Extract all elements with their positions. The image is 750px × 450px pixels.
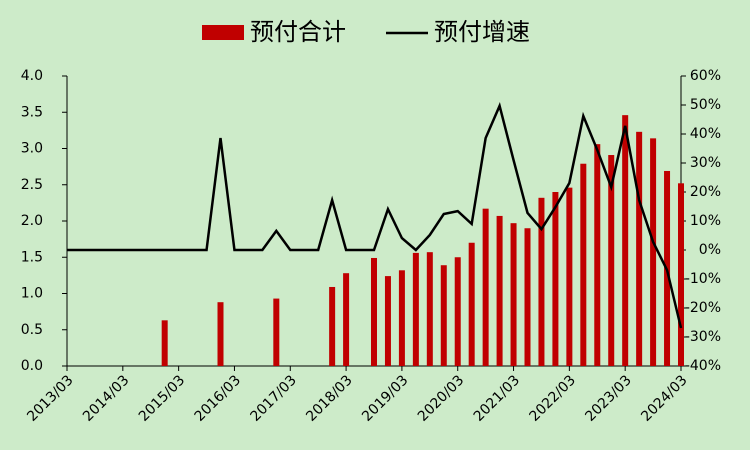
y-tick-label: 1.0 <box>21 286 43 302</box>
bar <box>524 228 531 366</box>
bar <box>217 302 224 366</box>
bar <box>440 265 447 366</box>
bar <box>412 252 419 366</box>
y2-tick-label: 0% <box>699 242 721 258</box>
bar <box>650 138 657 366</box>
y-tick-label: 2.5 <box>21 177 43 193</box>
bar <box>468 242 475 366</box>
bar <box>552 192 559 366</box>
y2-tick-label: 20% <box>690 184 721 200</box>
y2-tick-label: 10% <box>690 213 721 229</box>
bar <box>343 273 350 366</box>
bar <box>426 252 433 366</box>
bar <box>454 257 461 366</box>
y2-tick-label: 50% <box>690 97 721 113</box>
y2-tick-label: 60% <box>690 68 721 84</box>
bar <box>496 215 503 366</box>
legend-label: 预付增速 <box>434 18 530 46</box>
y-tick-label: 0.0 <box>21 358 43 374</box>
bar <box>482 208 489 366</box>
y-tick-label: 3.0 <box>21 141 43 157</box>
y2-tick-label: -20% <box>685 300 721 316</box>
bar <box>678 183 684 366</box>
y2-tick-label: -40% <box>685 358 721 374</box>
y2-tick-label: -10% <box>685 271 721 287</box>
y2-tick-label: -30% <box>685 329 721 345</box>
bar <box>622 115 629 367</box>
line <box>67 102 683 329</box>
legend-swatch <box>202 25 244 40</box>
y-tick-label: 1.5 <box>21 249 43 265</box>
bar <box>384 276 391 366</box>
bar <box>510 223 517 366</box>
bar <box>398 270 405 366</box>
bar <box>580 163 587 366</box>
bar <box>636 131 643 366</box>
y-tick-label: 4.0 <box>21 68 43 84</box>
bar <box>538 197 545 366</box>
bar <box>608 155 615 366</box>
y-tick-label: 0.5 <box>21 322 43 338</box>
bar <box>566 187 573 366</box>
y2-tick-label: 40% <box>690 126 721 142</box>
y-tick-label: 2.0 <box>21 213 43 229</box>
bar <box>371 257 377 366</box>
bar <box>273 298 280 366</box>
bar <box>329 286 336 366</box>
y2-tick-label: 30% <box>690 155 721 171</box>
bar <box>594 144 601 366</box>
y-tick-label: 3.5 <box>21 104 43 120</box>
legend-label: 预付合计 <box>250 18 346 46</box>
bar <box>161 320 168 366</box>
